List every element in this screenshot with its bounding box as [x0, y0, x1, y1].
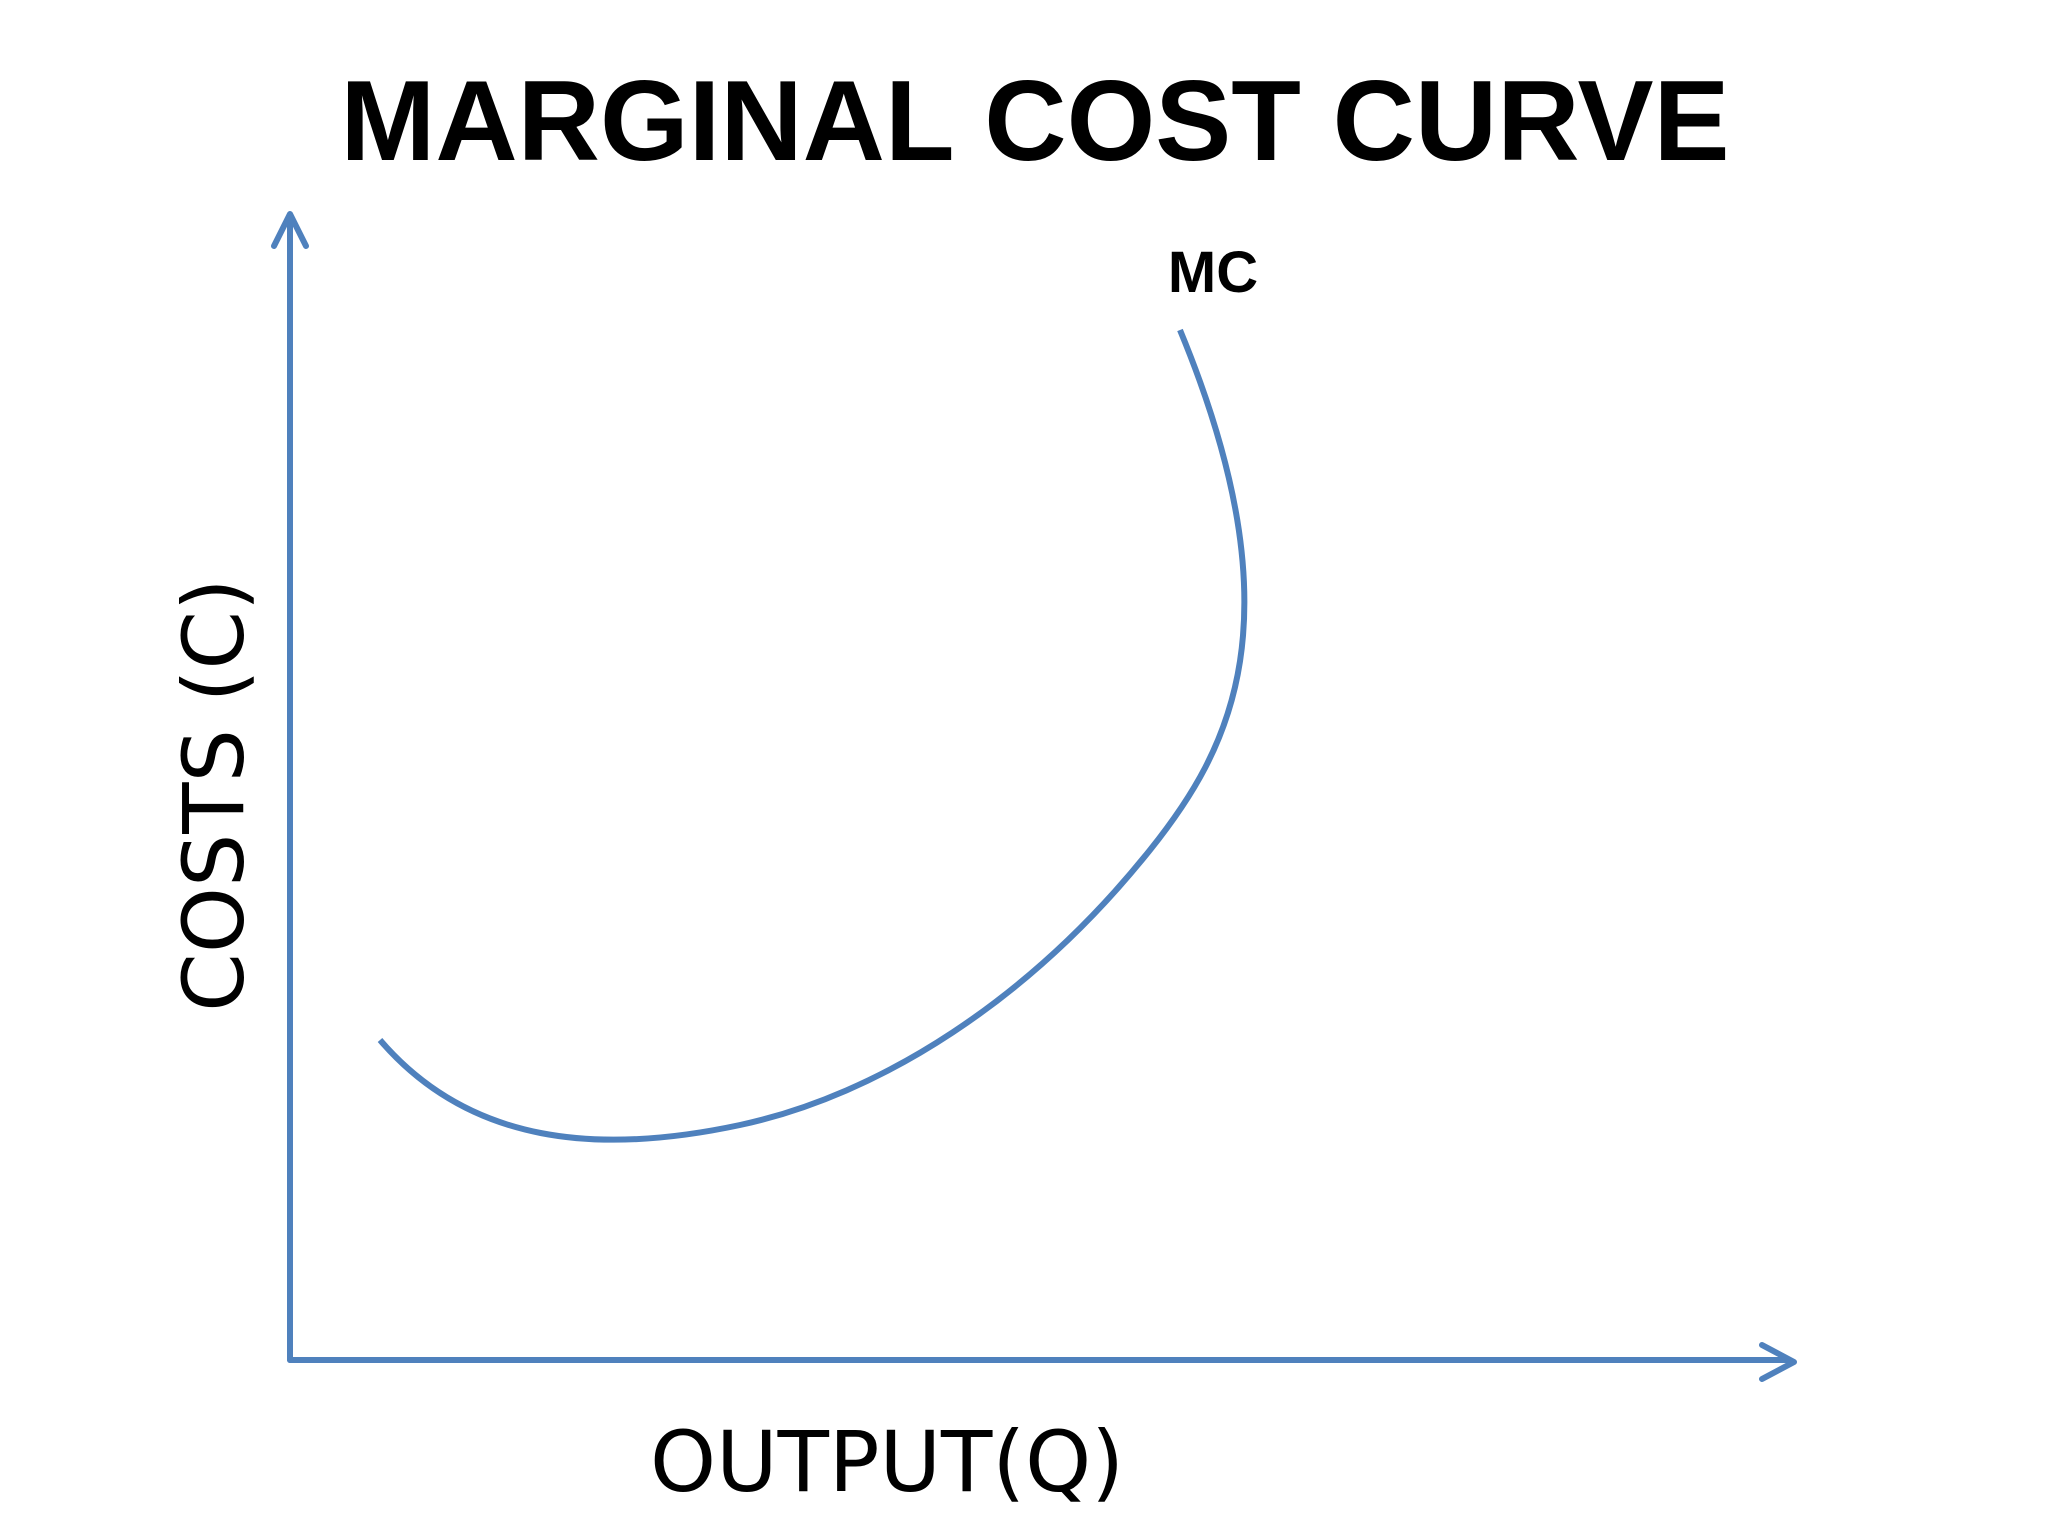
mc-curve-label: MC — [1168, 240, 1258, 305]
x-axis-arrowhead — [1759, 1342, 1797, 1382]
x-axis — [287, 1342, 1797, 1382]
diagram-title: MARGINAL COST CURVE — [340, 58, 1729, 185]
mc-curve — [377, 328, 1248, 1143]
y-axis — [271, 211, 309, 1363]
x-axis-label: OUTPUT(Q) — [650, 1413, 1124, 1511]
y-axis-arrowhead — [271, 211, 309, 249]
y-axis-label: COSTS (C) — [165, 578, 263, 1012]
